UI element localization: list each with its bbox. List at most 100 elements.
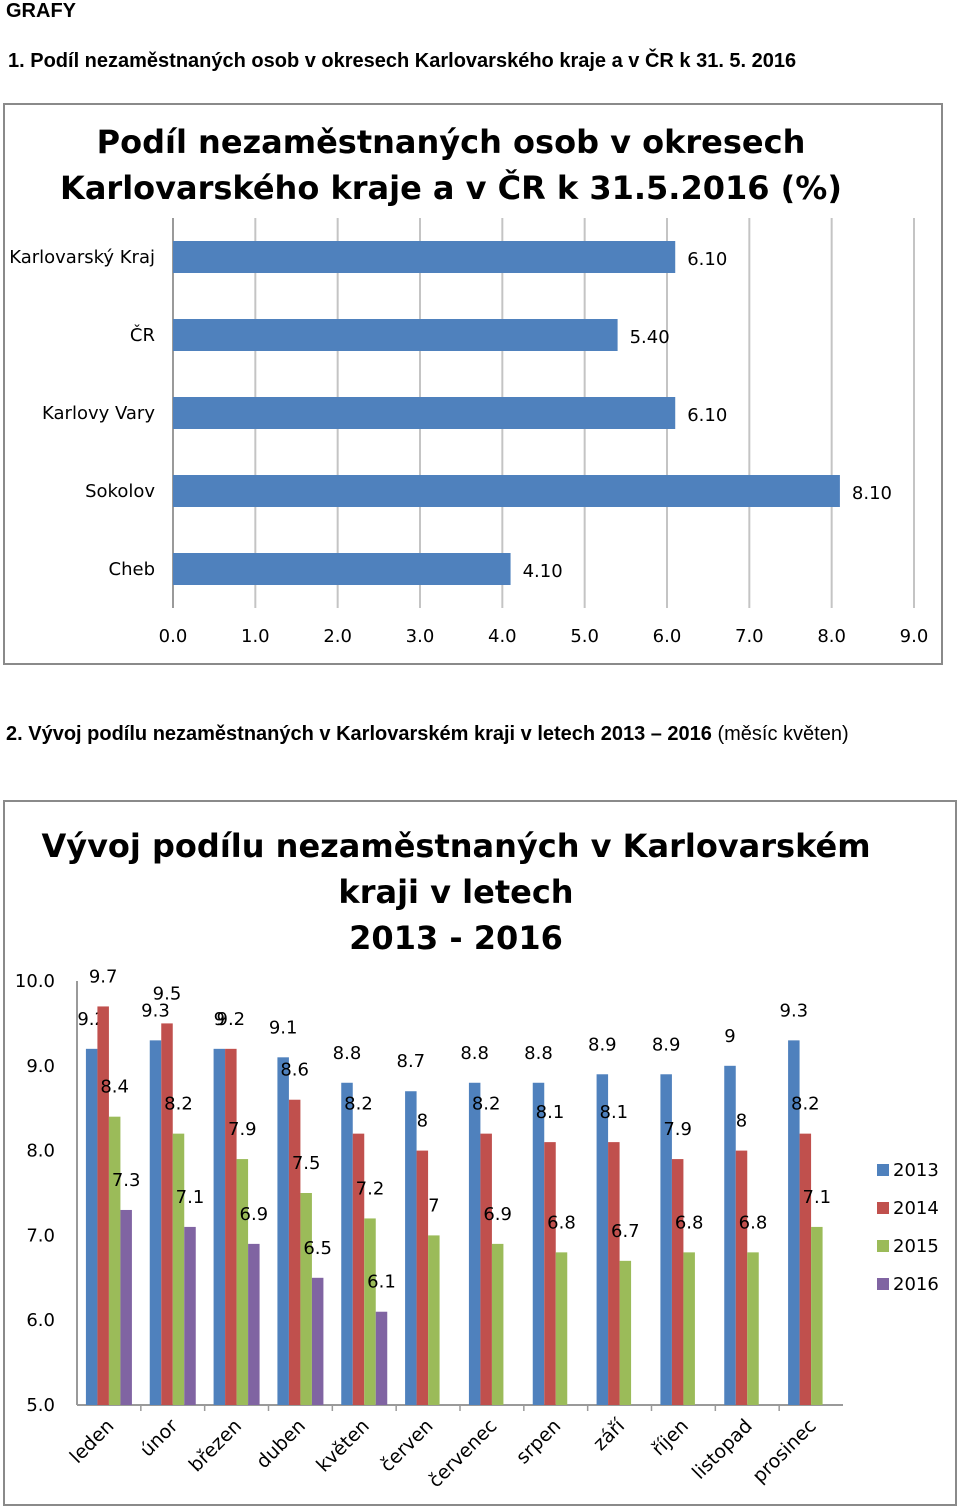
chart2-bar-2013 [724,1065,736,1405]
chart2-bar-2015 [811,1226,823,1405]
chart2-data-label: 8.4 [100,1077,129,1098]
chart1-x-tick: 0.0 [159,626,188,647]
chart2-y-tick: 10.0 [15,971,55,992]
chart2-data-label: 7 [428,1195,439,1216]
chart1-x-tick: 1.0 [241,626,270,647]
chart1-x-tick: 7.0 [735,626,764,647]
chart1-bar [173,553,511,585]
chart2-data-label: 8.9 [588,1034,617,1055]
chart1-bar [173,241,676,273]
chart2-data-label: 8.6 [280,1060,309,1081]
chart2-bar-2015 [555,1252,568,1405]
chart2-bar-2014 [608,1142,620,1405]
chart1-category-label: Karlovy Vary [42,403,155,424]
chart1-x-tick: 2.0 [323,626,352,647]
chart2-data-label: 8.1 [600,1102,629,1123]
chart2-data-label: 7.5 [292,1153,321,1174]
chart1-x-tick: 9.0 [900,626,929,647]
chart2-data-label: 8.8 [460,1043,489,1064]
chart2-bar-2015 [491,1243,504,1405]
chart1-bar [173,397,676,429]
chart2-bar-2013 [788,1040,800,1405]
chart2-bar-2014 [799,1133,812,1405]
chart2-data-label: 9.7 [89,966,118,987]
chart2-data-label: 8.2 [791,1094,820,1115]
chart2-data-label: 6.7 [611,1221,640,1242]
chart2-legend-label: 2016 [893,1274,939,1295]
chart2-bar-2013 [341,1082,353,1405]
section2-caption-main: 2. Vývoj podílu nezaměstnaných v Karlova… [6,723,712,745]
chart2-data-label: 8.2 [472,1094,501,1115]
chart2-bar-2015 [300,1193,312,1405]
chart2-bar-2013 [532,1082,545,1405]
chart2-bar-2014 [735,1150,748,1405]
chart1-value-label: 6.10 [687,405,727,426]
chart1-value-label: 8.10 [852,483,892,504]
chart2-bar-2015 [236,1159,249,1405]
chart2-data-label: 6.8 [547,1212,576,1233]
chart1-value-label: 4.10 [523,561,563,582]
chart2-bar-2013 [405,1091,417,1405]
chart2-legend-swatch [877,1240,889,1252]
chart2-data-label: 9 [214,1009,225,1030]
chart2-y-tick: 9.0 [26,1056,55,1077]
chart2-data-label: 8.9 [652,1034,681,1055]
chart2-data-label: 8 [417,1111,428,1132]
chart2-data-label: 7.2 [356,1178,385,1199]
chart2-bar-2016 [311,1277,324,1405]
chart1-bar [173,475,840,507]
chart2-bar-2016 [184,1226,196,1405]
chart2-bar-2013 [213,1048,226,1405]
chart2-data-label: 9.1 [269,1017,298,1038]
chart1-x-tick: 6.0 [653,626,682,647]
chart2-bar-2013 [660,1074,672,1405]
chart2-title-line2: kraji v letech [338,873,573,911]
monthly-trend-chart: Vývoj podílu nezaměstnaných v Karlovarsk… [3,800,957,1506]
chart2-y-tick: 5.0 [26,1395,55,1416]
chart2-data-label: 6.1 [367,1272,396,1293]
chart2-data-label: 8.8 [524,1043,553,1064]
document-heading: GRAFY [6,0,76,22]
chart2-data-label: 8 [736,1111,747,1132]
chart1-value-label: 5.40 [630,327,670,348]
chart1-x-tick: 4.0 [488,626,517,647]
chart2-data-label: 9.5 [153,983,182,1004]
chart2-title-line3: 2013 - 2016 [349,919,563,957]
chart1-category-label: ČR [130,324,155,346]
chart2-data-label: 6.8 [739,1212,768,1233]
chart2-data-label: 7.1 [176,1187,205,1208]
chart2-legend-swatch [877,1202,889,1214]
chart2-bar-2016 [248,1243,260,1405]
chart2-bar-2015 [683,1252,695,1405]
chart2-bar-2015 [747,1252,759,1405]
chart2-bar-2014 [416,1150,429,1405]
chart2-bar-2015 [364,1218,376,1405]
section2-caption: 2. Vývoj podílu nezaměstnaných v Karlova… [6,720,956,748]
chart2-data-label: 7.1 [803,1187,832,1208]
chart2-bar-2014 [161,1023,173,1405]
chart2-y-tick: 8.0 [26,1141,55,1162]
chart2-bar-2014 [97,1006,109,1405]
chart2-bar-2013 [468,1082,481,1405]
chart1-x-tick: 3.0 [406,626,435,647]
chart2-bar-2013 [596,1074,609,1405]
chart2-bar-2014 [288,1099,301,1405]
chart2-data-label: 7.9 [228,1119,257,1140]
chart2-bar-2015 [428,1235,440,1405]
chart2-data-label: 9.3 [780,1000,809,1021]
chart2-legend-swatch [877,1278,889,1290]
chart2-bar-2015 [108,1116,121,1405]
chart2-bar-2014 [352,1133,365,1405]
chart2-bar-2014 [225,1048,237,1405]
chart2-legend-label: 2013 [893,1160,939,1181]
chart2-bar-2014 [671,1159,684,1405]
section1-caption: 1. Podíl nezaměstnaných osob v okresech … [8,50,797,72]
chart2-data-label: 8.8 [333,1043,362,1064]
chart2-data-label: 8.1 [536,1102,565,1123]
chart1-x-tick: 5.0 [570,626,599,647]
chart2-legend-swatch [877,1164,889,1176]
chart2-data-label: 8.2 [164,1094,193,1115]
chart2-y-tick: 6.0 [26,1310,55,1331]
chart2-legend-label: 2015 [893,1236,939,1257]
chart2-bar-2013 [85,1048,98,1405]
